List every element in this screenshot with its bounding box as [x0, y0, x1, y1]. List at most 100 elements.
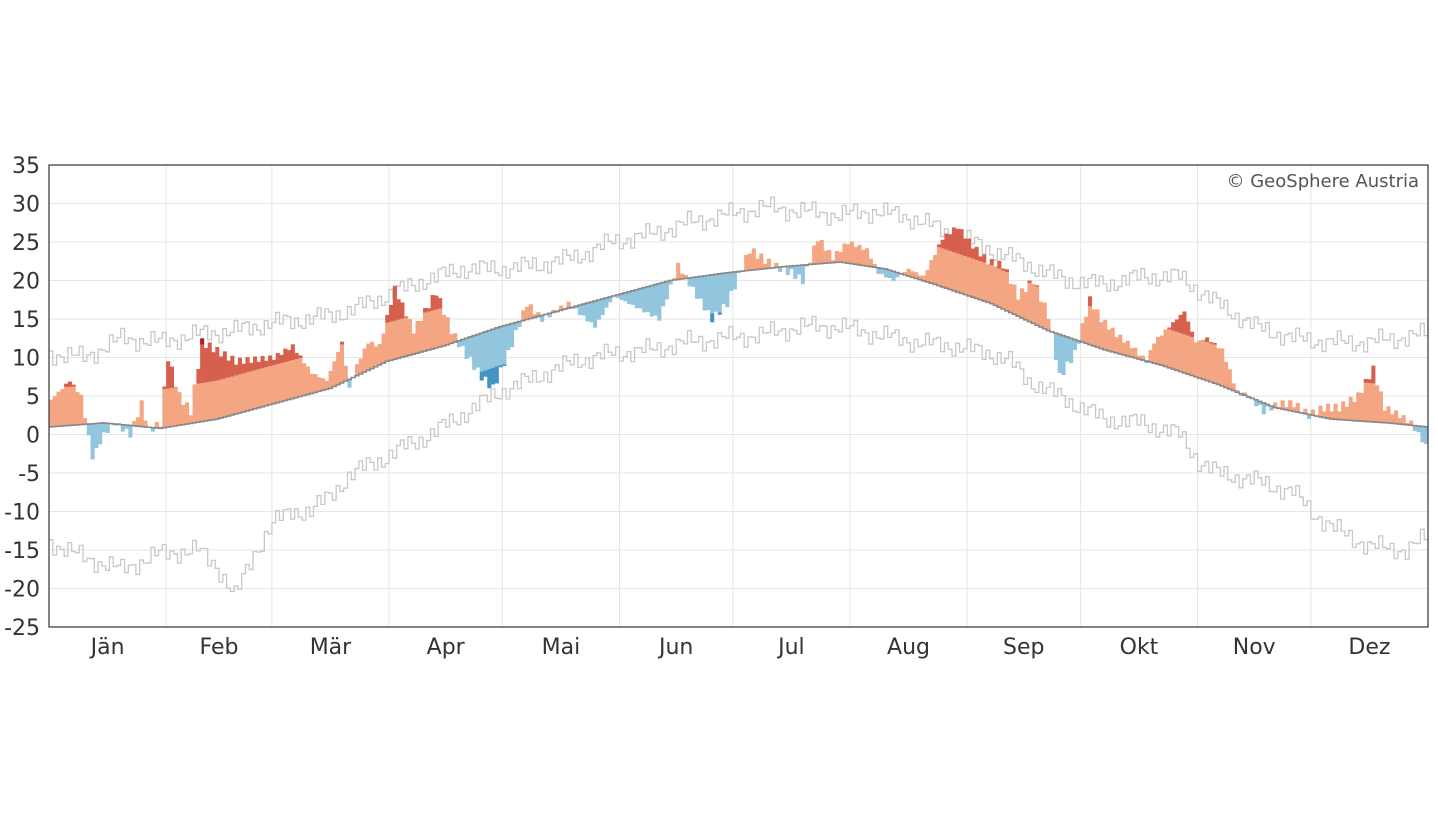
daily-bar [657, 284, 661, 321]
daily-bar [1001, 270, 1005, 309]
daily-bar [733, 272, 737, 289]
daily-bar [963, 239, 967, 256]
daily-bar [427, 312, 431, 351]
daily-bar [1062, 374, 1066, 375]
daily-bar [816, 241, 820, 264]
daily-bar [106, 423, 110, 433]
daily-bar [854, 247, 858, 264]
daily-bar [434, 310, 438, 349]
daily-bar [415, 321, 419, 353]
y-tick-label: 25 [12, 231, 40, 256]
daily-bar [1341, 401, 1345, 419]
month-label: Okt [1120, 635, 1159, 660]
daily-bar [336, 352, 340, 385]
daily-bar [941, 248, 945, 286]
daily-bar [1080, 323, 1084, 342]
daily-bar [272, 365, 276, 404]
daily-bar [846, 244, 850, 263]
daily-bar [487, 331, 491, 370]
daily-bar [366, 344, 370, 371]
daily-bar [480, 333, 484, 372]
daily-bar [397, 299, 401, 320]
daily-bar [72, 385, 76, 387]
daily-bar [298, 355, 302, 358]
daily-bar [710, 275, 714, 314]
daily-bar [585, 303, 589, 321]
daily-bar [499, 365, 503, 367]
daily-bar [253, 370, 257, 409]
daily-bar [140, 400, 144, 426]
daily-bar [642, 288, 646, 313]
daily-bar [1024, 292, 1028, 320]
daily-bar [1065, 337, 1069, 361]
daily-bar [975, 247, 979, 260]
daily-bar [729, 272, 733, 291]
daily-bar [1088, 306, 1092, 345]
daily-bar [653, 285, 657, 316]
daily-bar [1175, 332, 1179, 371]
daily-bar [1349, 397, 1353, 421]
daily-bar [423, 313, 427, 352]
daily-bar [1012, 285, 1016, 315]
daily-bar [1031, 285, 1035, 324]
daily-bar [249, 371, 253, 410]
daily-bar [272, 360, 276, 365]
daily-bar [295, 359, 299, 398]
daily-bar [1360, 393, 1364, 421]
daily-bar [956, 229, 960, 254]
daily-bar [279, 355, 283, 363]
daily-bar [714, 274, 718, 311]
daily-bar [952, 252, 956, 291]
daily-bar [1092, 310, 1096, 346]
daily-bar [933, 255, 937, 284]
daily-bar [820, 240, 824, 264]
daily-bar [219, 380, 223, 419]
daily-bar [1175, 320, 1179, 332]
daily-bar [317, 377, 321, 391]
daily-bar [495, 328, 499, 367]
daily-bar [423, 308, 427, 313]
daily-bar [427, 308, 431, 311]
daily-bar [57, 392, 61, 427]
daily-bar [291, 360, 295, 399]
daily-bar [268, 355, 272, 366]
daily-bar [525, 307, 529, 320]
daily-bar [374, 346, 378, 366]
daily-bar [49, 400, 53, 427]
daily-bar [1318, 406, 1322, 417]
daily-bar [725, 273, 729, 307]
daily-bar [1035, 285, 1039, 286]
daily-bar [79, 395, 83, 425]
month-label: Nov [1233, 635, 1276, 660]
daily-bar [1364, 383, 1368, 422]
daily-bar [597, 300, 601, 320]
y-tick-label: 5 [26, 385, 40, 410]
daily-bar [1209, 342, 1213, 343]
daily-bar [1111, 328, 1115, 352]
y-tick-label: -25 [4, 616, 40, 641]
daily-bar [1122, 343, 1126, 355]
daily-bar [1031, 284, 1035, 285]
daily-bar [385, 315, 389, 323]
daily-bar [306, 366, 310, 394]
daily-bar [68, 382, 72, 387]
daily-bar [491, 329, 495, 368]
daily-bar [249, 363, 253, 372]
daily-bar [929, 260, 933, 283]
daily-bar [635, 290, 639, 308]
daily-bar [1114, 337, 1118, 353]
daily-bar [722, 273, 726, 304]
daily-bar [397, 320, 401, 359]
daily-bar [631, 291, 635, 305]
daily-bar [1394, 410, 1398, 423]
copyright-credit: © GeoSphere Austria [1227, 171, 1419, 192]
daily-bar [1379, 391, 1383, 422]
daily-bar [200, 345, 204, 384]
daily-bar [744, 255, 748, 271]
daily-bar [850, 241, 854, 263]
daily-bar [710, 313, 714, 322]
daily-bar [287, 361, 291, 400]
daily-bar [1054, 333, 1058, 360]
